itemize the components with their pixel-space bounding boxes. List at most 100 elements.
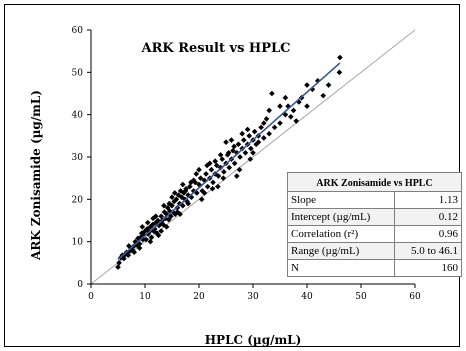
data-point — [282, 94, 289, 101]
data-point — [139, 224, 146, 230]
data-point — [131, 249, 137, 256]
data-point — [127, 248, 133, 254]
data-point — [175, 192, 182, 198]
data-point — [170, 209, 176, 215]
y-tick-label: 20 — [72, 195, 84, 205]
data-point — [226, 164, 233, 171]
data-point — [271, 124, 278, 131]
data-point — [182, 188, 189, 194]
data-point — [136, 240, 143, 247]
data-point — [196, 166, 202, 173]
stats-row-slope: Slope 1.13 — [287, 191, 462, 209]
x-tick-label: 60 — [409, 292, 421, 302]
data-point — [147, 224, 154, 230]
data-point — [204, 162, 210, 169]
data-point — [239, 130, 245, 137]
data-point — [337, 54, 343, 61]
data-point — [244, 126, 251, 133]
stats-value: 1.13 — [394, 191, 462, 209]
data-point — [236, 166, 243, 173]
data-point — [136, 245, 143, 251]
data-point — [174, 209, 181, 215]
data-point — [125, 252, 132, 259]
data-point — [241, 137, 247, 143]
data-point — [154, 230, 160, 236]
y-tick-label: 60 — [72, 26, 84, 36]
data-point — [171, 190, 178, 196]
x-tick-label: 10 — [139, 292, 151, 302]
data-point — [207, 160, 213, 167]
y-tick-label: 0 — [77, 280, 83, 290]
data-point — [126, 243, 132, 249]
data-point — [250, 149, 256, 156]
data-point — [320, 92, 326, 99]
data-point — [336, 69, 343, 76]
data-point — [188, 179, 194, 186]
identity-line — [90, 29, 416, 285]
y-tick-label: 50 — [72, 68, 84, 78]
stats-value: 0.12 — [394, 208, 462, 226]
data-point — [228, 137, 235, 143]
data-point — [253, 141, 260, 148]
data-point — [219, 156, 226, 162]
y-tick-label: 40 — [72, 111, 84, 121]
data-point — [225, 149, 232, 156]
x-tick-label: 0 — [88, 292, 94, 302]
stats-label: Slope — [287, 191, 395, 209]
data-point — [164, 205, 171, 211]
data-point — [143, 236, 149, 243]
data-point — [234, 173, 240, 179]
data-point — [304, 103, 310, 109]
data-point — [217, 152, 224, 158]
data-point — [169, 194, 175, 201]
data-point — [166, 200, 173, 207]
data-point — [261, 135, 267, 141]
data-point — [251, 128, 258, 135]
data-point — [165, 216, 172, 223]
stats-label: N — [287, 259, 395, 277]
data-point — [141, 232, 147, 239]
stats-value: 5.0 to 46.1 — [394, 242, 462, 260]
data-point — [177, 211, 183, 217]
data-point — [115, 264, 121, 270]
data-point — [230, 147, 236, 154]
data-point — [325, 82, 332, 88]
data-point — [150, 215, 156, 222]
data-point — [190, 177, 197, 184]
x-tick-label: 50 — [355, 292, 367, 302]
data-point — [184, 198, 190, 205]
data-point — [231, 143, 237, 150]
data-point — [263, 116, 270, 122]
data-point — [116, 260, 122, 266]
data-point — [157, 221, 163, 227]
data-point — [163, 211, 170, 217]
data-point — [220, 175, 227, 181]
stats-row-intercept: Intercept (µg/mL) 0.12 — [287, 208, 462, 226]
data-point — [242, 149, 249, 156]
data-point — [235, 141, 242, 148]
data-point — [121, 255, 127, 262]
y-axis-label: ARK Zonisamide (µg/mL) — [29, 90, 43, 261]
data-point — [212, 158, 218, 165]
data-point — [185, 200, 191, 207]
data-point — [288, 113, 294, 120]
data-point — [223, 139, 229, 145]
data-point — [198, 196, 205, 203]
data-point — [210, 179, 216, 186]
y-tick-label: 30 — [72, 153, 84, 163]
data-point — [144, 219, 151, 226]
stats-value: 160 — [394, 259, 462, 277]
data-point — [150, 228, 157, 234]
data-point — [193, 171, 200, 177]
x-axis-label: HPLC (µg/mL) — [205, 333, 302, 347]
data-point — [161, 202, 167, 209]
data-point — [185, 192, 191, 198]
x-tick-label: 20 — [193, 292, 205, 302]
data-point — [277, 103, 283, 109]
data-point — [269, 90, 275, 97]
data-point — [231, 160, 238, 167]
data-point — [147, 238, 154, 245]
regression-line — [117, 62, 341, 261]
regression-stats-table: ARK Zonisamide vs HPLC Slope 1.13 Interc… — [287, 172, 462, 277]
stats-row-n: N 160 — [287, 259, 462, 277]
